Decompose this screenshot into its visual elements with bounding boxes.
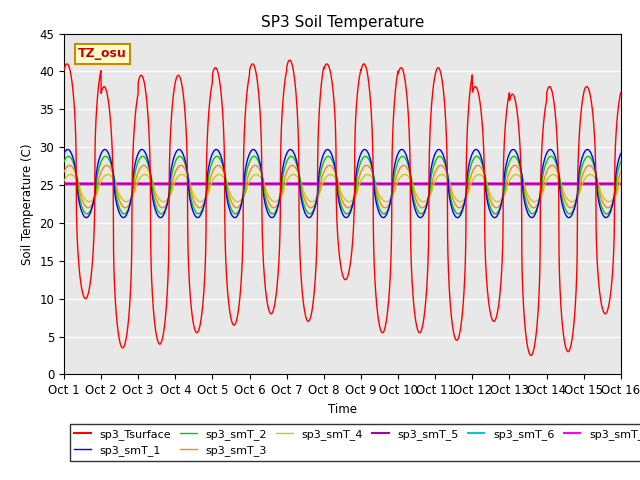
Y-axis label: Soil Temperature (C): Soil Temperature (C) <box>21 143 34 265</box>
X-axis label: Time: Time <box>328 403 357 416</box>
Legend: sp3_Tsurface, sp3_smT_1, sp3_smT_2, sp3_smT_3, sp3_smT_4, sp3_smT_5, sp3_smT_6, : sp3_Tsurface, sp3_smT_1, sp3_smT_2, sp3_… <box>70 424 640 460</box>
Text: TZ_osu: TZ_osu <box>78 48 127 60</box>
Title: SP3 Soil Temperature: SP3 Soil Temperature <box>260 15 424 30</box>
